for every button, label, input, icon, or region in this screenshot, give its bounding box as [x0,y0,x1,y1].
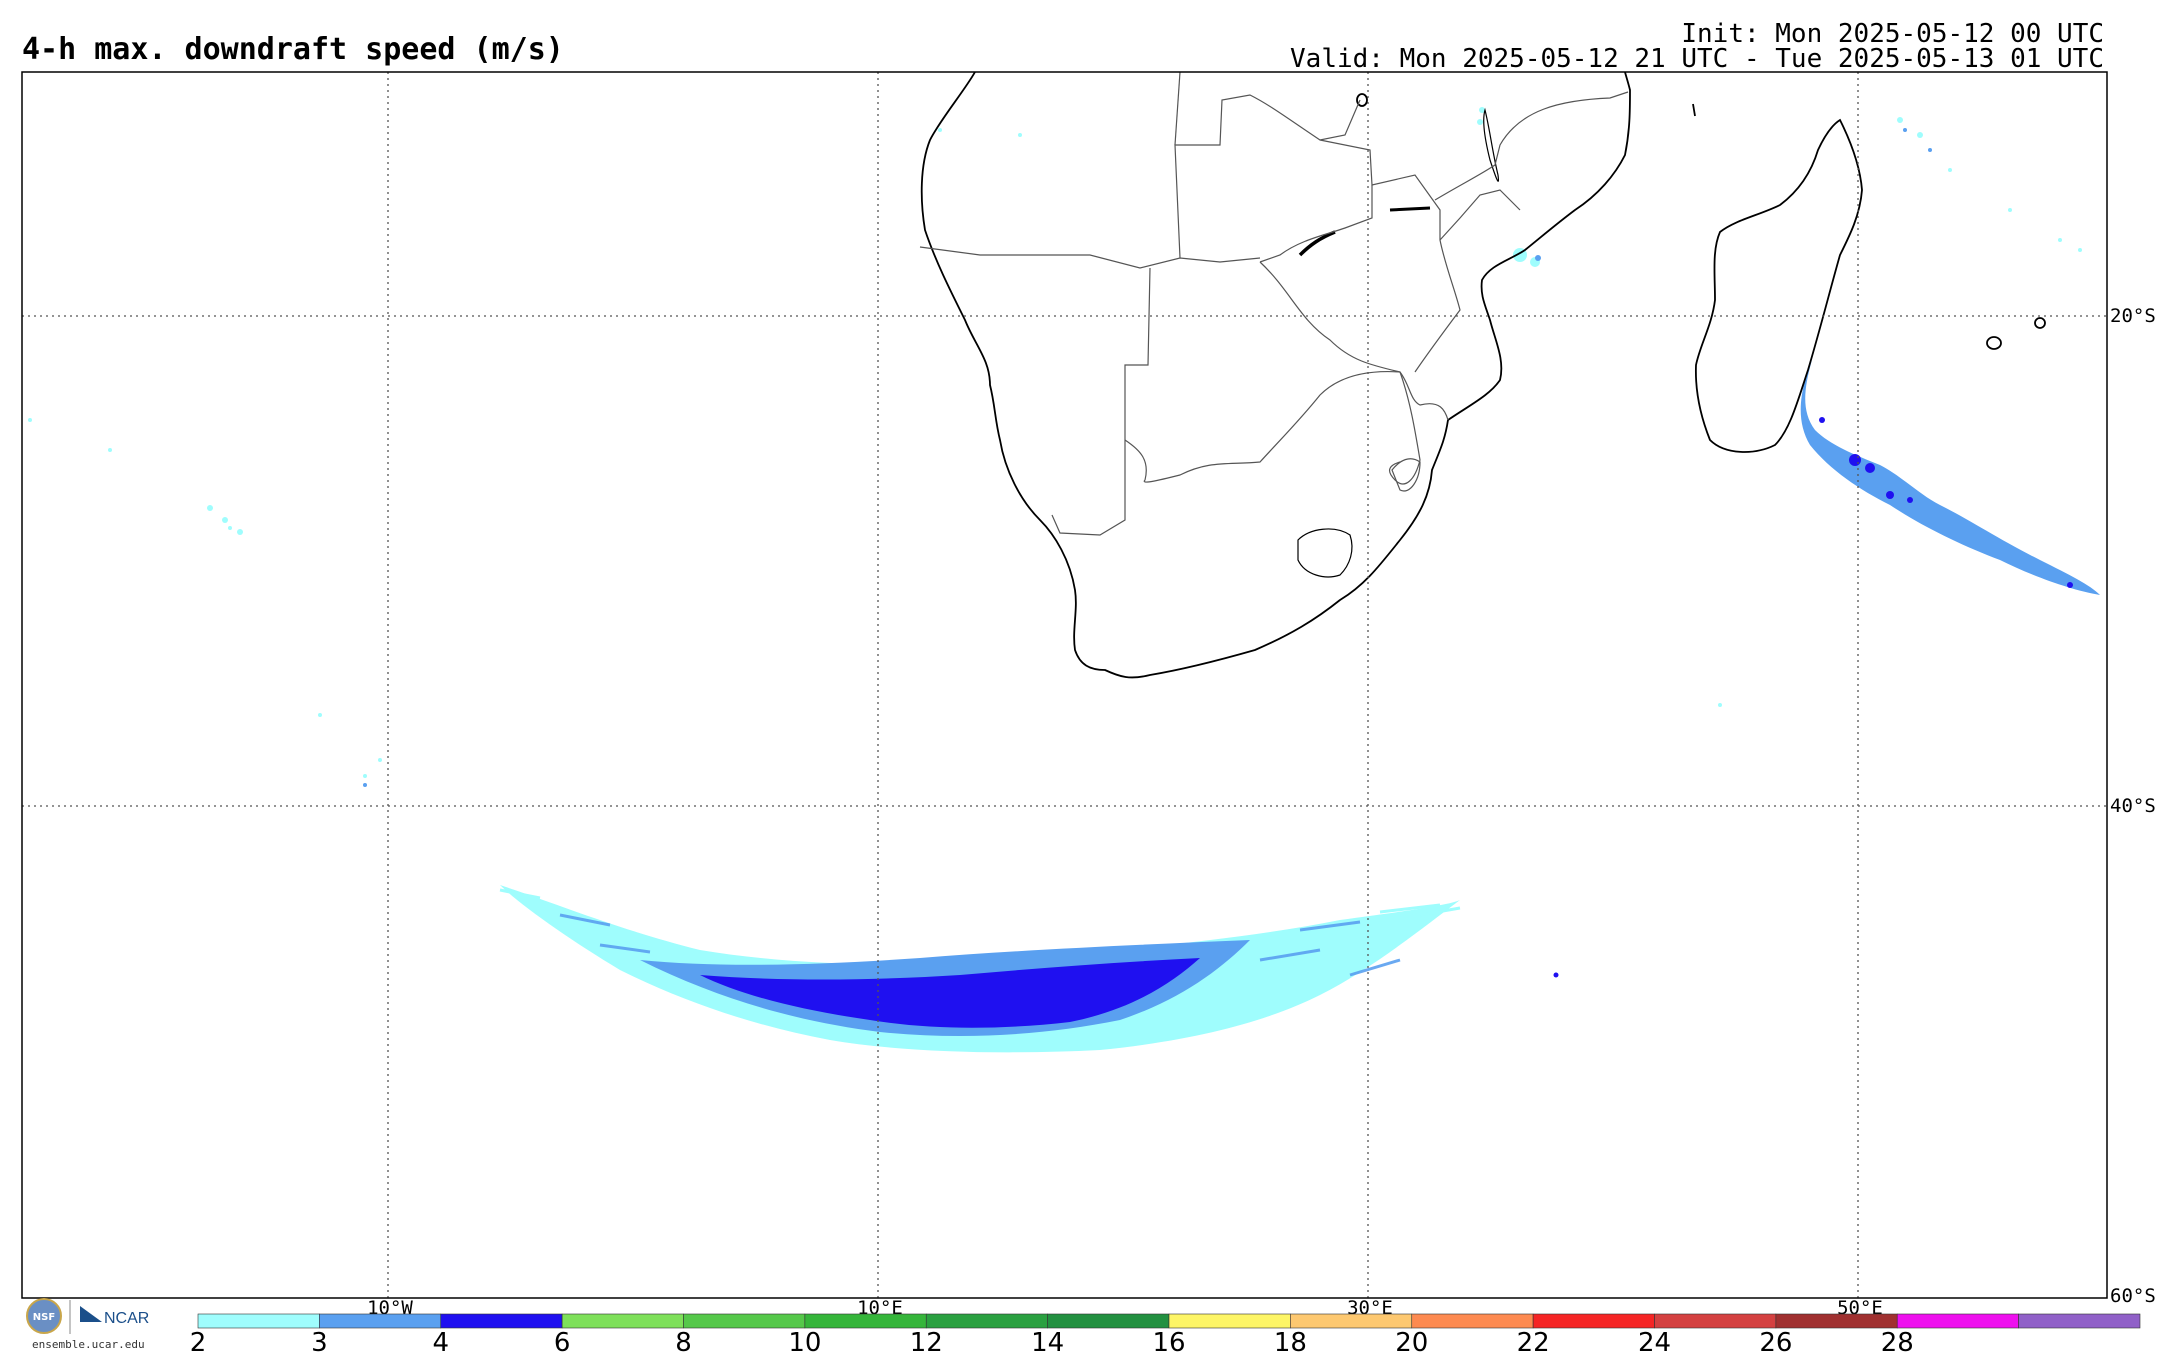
colorbar-tick-label: 4 [432,1328,450,1358]
colorbar-segment [2018,1313,2141,1329]
colorbar-segment [319,1313,442,1329]
colorbar-segment [197,1313,320,1329]
downdraft-madagascar [1800,360,2100,595]
colorbar-segment [683,1313,806,1329]
map-title: 4-h max. downdraft speed (m/s) [22,32,564,67]
colorbar-segment [1775,1313,1898,1329]
nsf-logo: NSF [26,1298,62,1334]
colorbar-tick-label: 22 [1516,1328,1550,1358]
colorbar-tick-label: 24 [1637,1328,1672,1358]
downdraft-shading [28,107,2100,1053]
lon-label-10e: 10°E [857,1297,903,1319]
lat-label-20s: 20°S [2110,305,2156,327]
lat-label-60s: 60°S [2110,1285,2156,1307]
colorbar-tick-label: 6 [553,1328,571,1358]
lake-malawi [1483,107,1500,182]
colorbar-segment [1654,1313,1777,1329]
coastlines [920,72,2046,679]
colorbar-tick-label: 2 [189,1328,207,1358]
downdraft-band-core [700,958,1200,1028]
colorbar-segment [561,1313,684,1329]
credit-url: ensemble.ucar.edu [32,1338,145,1351]
lon-label-50e: 50°E [1837,1297,1883,1319]
ncar-logo-text: NCAR [104,1310,149,1327]
colorbar-tick-label: 16 [1152,1328,1186,1358]
colorbar-segment [1896,1313,2019,1329]
valid-time: Valid: Mon 2025-05-12 21 UTC - Tue 2025-… [1290,44,2104,74]
colorbar-tick-label: 26 [1759,1328,1793,1358]
colorbar-segment [1411,1313,1534,1329]
map-frame [21,71,2108,1299]
ncar-logo: NCAR [80,1306,149,1327]
colorbar-tick-label: 8 [675,1328,692,1358]
lon-label-30e: 30°E [1347,1297,1393,1319]
colorbar-tick-label: 3 [311,1328,328,1358]
nsf-logo-text: NSF [33,1312,55,1323]
init-time: Init: Mon 2025-05-12 00 UTC [1681,19,2104,49]
colorbar-segment [804,1313,927,1329]
colorbar [197,1313,2141,1329]
colorbar-tick-label: 10 [788,1328,822,1358]
colorbar-tick-label: 20 [1395,1328,1429,1358]
lesotho-border [1297,528,1353,578]
lat-label-40s: 40°S [2110,795,2156,817]
colorbar-tick-label: 12 [909,1328,943,1358]
colorbar-segment [1290,1313,1413,1329]
logos: NSF NCAR [26,1298,149,1334]
madagascar-coastline [1694,118,1863,453]
lake-cahora [1389,206,1431,212]
colorbar-segment [1047,1313,1170,1329]
lake-kariba [1298,230,1336,257]
colorbar-tick-label: 18 [1273,1328,1307,1358]
colorbar-segment [1532,1313,1655,1329]
africa-coastline [920,72,1631,679]
colorbar-tick-label: 14 [1031,1328,1065,1358]
lon-label-10w: 10°W [367,1297,413,1319]
colorbar-segment [925,1313,1048,1329]
colorbar-tick-label: 28 [1880,1328,1914,1358]
colorbar-segment [440,1313,563,1329]
graticule [22,72,2107,1298]
colorbar-segment [1168,1313,1291,1329]
country-borders [919,72,1629,536]
